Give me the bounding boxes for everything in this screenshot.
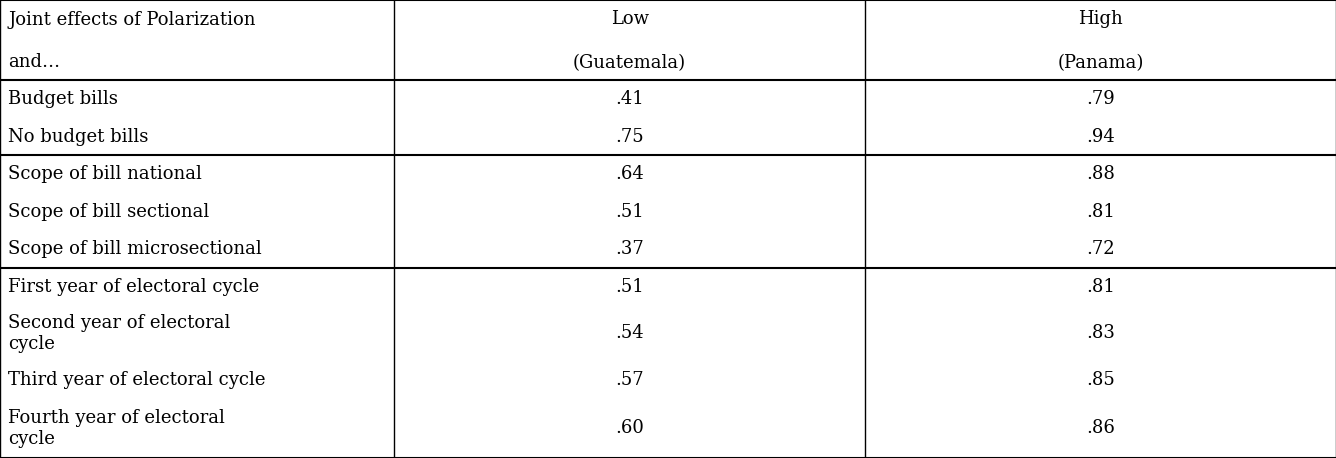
Text: Budget bills: Budget bills xyxy=(8,90,118,108)
Text: No budget bills: No budget bills xyxy=(8,128,148,146)
Text: Low: Low xyxy=(611,10,648,28)
Text: (Guatemala): (Guatemala) xyxy=(573,54,687,72)
Text: .75: .75 xyxy=(616,128,644,146)
Text: .41: .41 xyxy=(615,90,644,108)
Text: .37: .37 xyxy=(615,240,644,258)
Text: .81: .81 xyxy=(1086,203,1116,221)
Text: Fourth year of electoral
cycle: Fourth year of electoral cycle xyxy=(8,409,224,447)
Text: .85: .85 xyxy=(1086,371,1116,388)
Text: .60: .60 xyxy=(615,419,644,437)
Text: .64: .64 xyxy=(615,165,644,183)
Text: .51: .51 xyxy=(615,203,644,221)
Text: .57: .57 xyxy=(616,371,644,388)
Text: .51: .51 xyxy=(615,278,644,296)
Text: Second year of electoral
cycle: Second year of electoral cycle xyxy=(8,314,230,353)
Text: Scope of bill national: Scope of bill national xyxy=(8,165,202,183)
Text: .72: .72 xyxy=(1086,240,1114,258)
Text: (Panama): (Panama) xyxy=(1057,54,1144,72)
Text: High: High xyxy=(1078,10,1122,28)
Text: .94: .94 xyxy=(1086,128,1116,146)
Text: Scope of bill microsectional: Scope of bill microsectional xyxy=(8,240,262,258)
Text: Joint effects of Polarization: Joint effects of Polarization xyxy=(8,11,255,29)
Text: .86: .86 xyxy=(1086,419,1116,437)
Text: .83: .83 xyxy=(1086,324,1116,342)
Text: .88: .88 xyxy=(1086,165,1116,183)
Text: .54: .54 xyxy=(616,324,644,342)
Text: .79: .79 xyxy=(1086,90,1116,108)
Text: .81: .81 xyxy=(1086,278,1116,296)
Text: and…: and… xyxy=(8,53,60,71)
Text: Third year of electoral cycle: Third year of electoral cycle xyxy=(8,371,266,388)
Text: Scope of bill sectional: Scope of bill sectional xyxy=(8,203,210,221)
Text: First year of electoral cycle: First year of electoral cycle xyxy=(8,278,259,296)
